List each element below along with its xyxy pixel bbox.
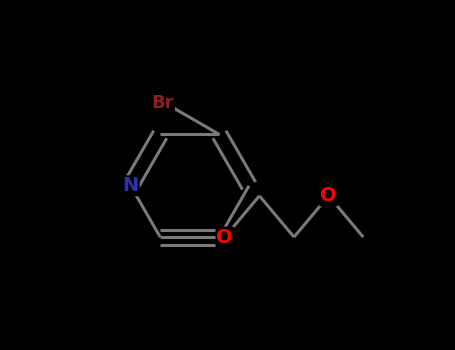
Text: Br: Br	[152, 94, 174, 112]
Text: O: O	[320, 186, 337, 205]
Text: N: N	[122, 176, 139, 195]
Text: O: O	[217, 228, 233, 246]
